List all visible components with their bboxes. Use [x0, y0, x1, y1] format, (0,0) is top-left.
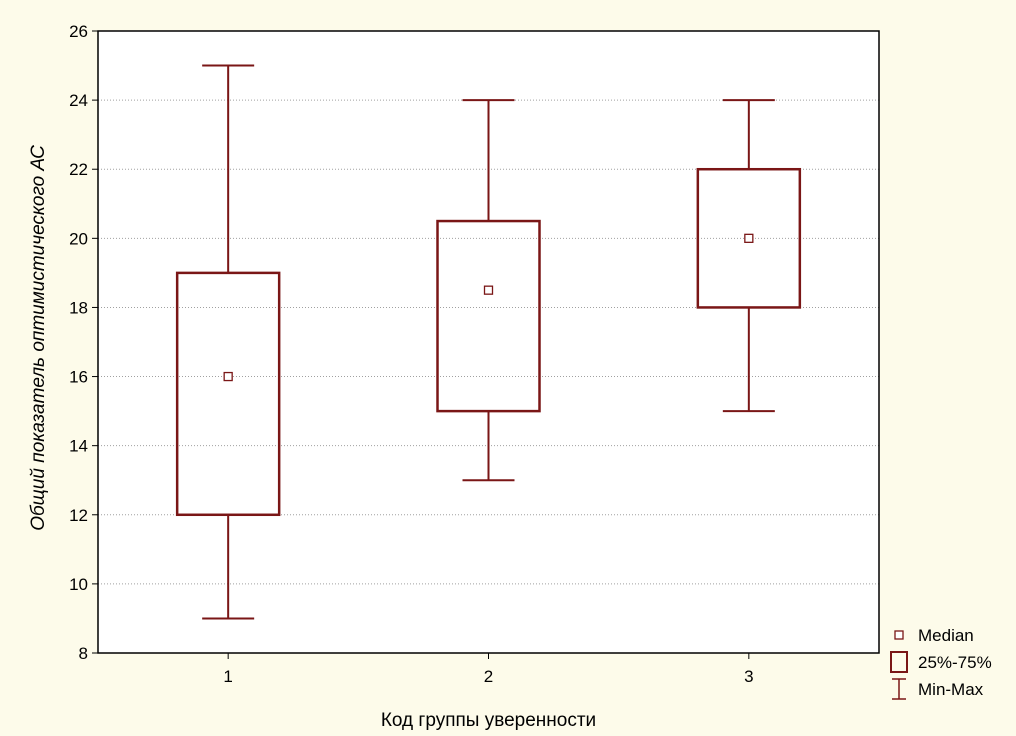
- legend-item: Median: [894, 626, 974, 645]
- y-tick-label: 14: [69, 437, 88, 456]
- y-tick-label: 10: [69, 575, 88, 594]
- y-tick-label: 26: [69, 22, 88, 41]
- y-tick-label: 16: [69, 368, 88, 387]
- x-tick-label: 2: [484, 667, 493, 686]
- legend-item: Min-Max: [892, 678, 984, 700]
- legend-label: Min-Max: [918, 680, 984, 699]
- median-legend-icon: [894, 630, 904, 640]
- iqr-box: [696, 167, 802, 309]
- box-series: [175, 64, 802, 620]
- box-group-3: [696, 99, 802, 413]
- legend-label: 25%-75%: [918, 653, 992, 672]
- box-group-1: [175, 64, 281, 620]
- median-marker: [223, 371, 233, 382]
- y-tick-label: 24: [69, 91, 88, 110]
- x-axis: 1 2 3: [223, 653, 754, 686]
- legend-item: 25%-75%: [890, 651, 992, 673]
- box-legend-icon: [890, 651, 908, 673]
- y-tick-label: 12: [69, 506, 88, 525]
- iqr-box: [175, 271, 281, 517]
- y-tick-label: 18: [69, 298, 88, 317]
- y-tick-label: 20: [69, 229, 88, 248]
- y-axis-label: Общий показатель оптимистического АС: [28, 145, 49, 531]
- x-tick-label: 3: [744, 667, 753, 686]
- iqr-box: [436, 219, 541, 413]
- y-axis: 8 10 12 14 16 18 20 22 24 26: [69, 22, 98, 663]
- median-marker: [744, 233, 754, 243]
- box-group-2: [436, 99, 541, 482]
- y-tick-label: 8: [79, 644, 88, 663]
- legend: Median 25%-75% Min-Max: [890, 626, 992, 700]
- median-marker: [483, 285, 494, 295]
- y-tick-label: 22: [69, 160, 88, 179]
- x-tick-label: 1: [223, 667, 232, 686]
- x-axis-label: Код группы уверенности: [381, 710, 596, 731]
- legend-label: Median: [918, 626, 974, 645]
